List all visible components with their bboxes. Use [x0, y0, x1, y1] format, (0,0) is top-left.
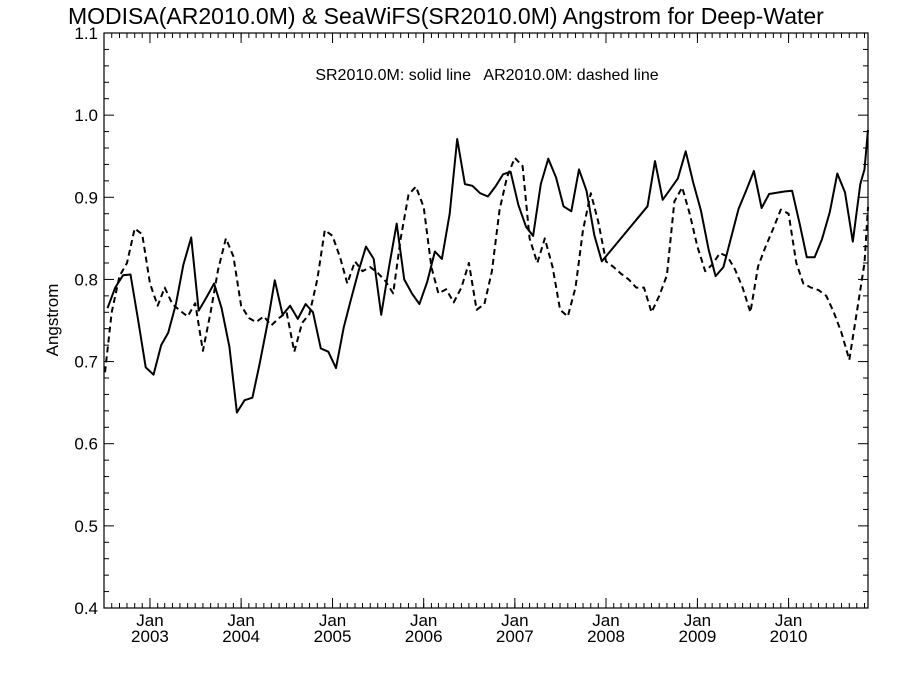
y-tick-label: 0.8 [74, 270, 98, 289]
x-tick-label-year: 2009 [679, 627, 717, 646]
x-tick-label-month: Jan [410, 611, 437, 630]
axes-group: 0.40.50.60.70.80.91.01.1Jan2003Jan2004Ja… [74, 24, 869, 646]
x-tick-label-month: Jan [775, 611, 802, 630]
x-tick-label-year: 2008 [587, 627, 625, 646]
x-tick-label-year: 2007 [496, 627, 534, 646]
series-layer [104, 129, 869, 414]
x-tick-label-month: Jan [319, 611, 346, 630]
legend-annotation: SR2010.0M: solid line AR2010.0M: dashed … [315, 67, 658, 84]
x-tick-label-month: Jan [592, 611, 619, 630]
x-tick-label-year: 2005 [314, 627, 352, 646]
series-line-sr2010-0m [106, 129, 869, 414]
chart-title: MODISA(AR2010.0M) & SeaWiFS(SR2010.0M) A… [68, 3, 824, 29]
plot-frame [103, 32, 869, 609]
x-tick-label-year: 2010 [770, 627, 808, 646]
y-tick-label: 0.9 [74, 188, 98, 207]
x-tick-label-year: 2003 [131, 627, 169, 646]
y-tick-label: 0.6 [74, 435, 98, 454]
x-tick-label-month: Jan [136, 611, 163, 630]
y-tick-label: 1.0 [74, 106, 98, 125]
x-tick-label-month: Jan [684, 611, 711, 630]
x-tick-label-month: Jan [227, 611, 254, 630]
x-tick-label-year: 2004 [222, 627, 260, 646]
y-tick-label: 0.4 [74, 599, 98, 618]
y-tick-label: 0.7 [74, 353, 98, 372]
x-tick-label-year: 2006 [405, 627, 443, 646]
y-axis-label: Angstrom [43, 284, 62, 357]
x-tick-label-month: Jan [501, 611, 528, 630]
y-tick-label: 1.1 [74, 24, 98, 43]
y-tick-label: 0.5 [74, 517, 98, 536]
series-line-ar2010-0m [104, 156, 869, 373]
